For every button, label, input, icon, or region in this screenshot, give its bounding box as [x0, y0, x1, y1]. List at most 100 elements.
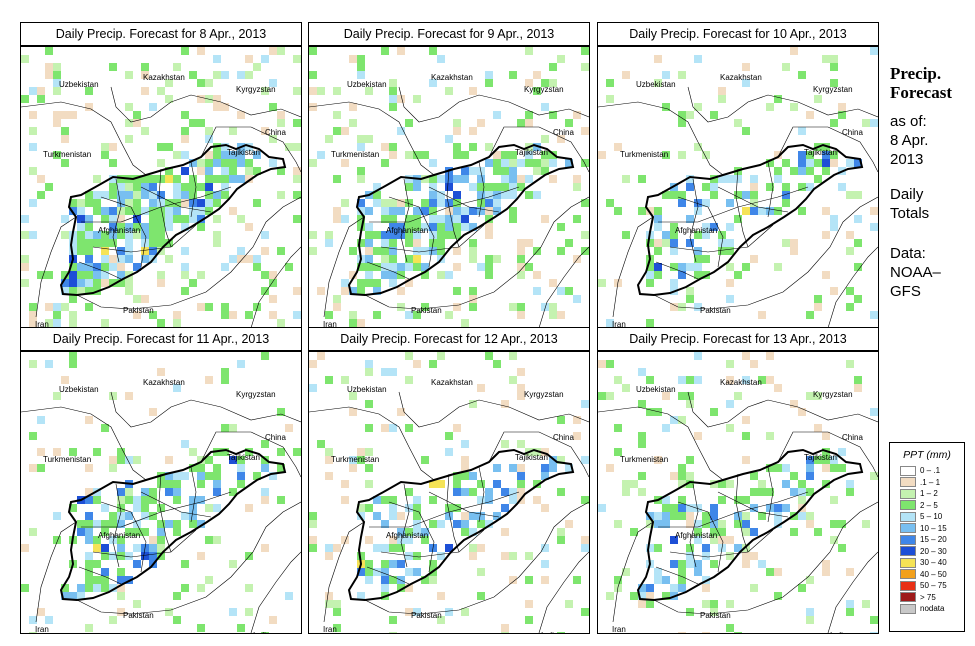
precip-cell — [117, 263, 125, 271]
precip-cell — [469, 295, 477, 303]
precip-cell — [109, 159, 117, 167]
precip-cell — [758, 512, 766, 520]
precip-cell — [397, 303, 405, 311]
precip-cell — [165, 456, 173, 464]
precip-cell — [686, 239, 694, 247]
precip-cell — [702, 255, 710, 263]
precip-cell — [477, 384, 485, 392]
precip-cell — [405, 263, 413, 271]
precip-cell — [678, 376, 686, 384]
precip-cell — [269, 616, 277, 624]
precip-cell — [165, 239, 173, 247]
precip-cell — [77, 279, 85, 287]
precip-cell — [373, 279, 381, 287]
precip-cell — [854, 191, 862, 199]
precip-cell — [117, 207, 125, 215]
precip-cell — [61, 376, 69, 384]
precip-cell — [37, 95, 45, 103]
precip-cell — [814, 392, 822, 400]
precip-cell — [437, 616, 445, 624]
precip-cell — [21, 255, 29, 263]
panel-title: Daily Precip. Forecast for 8 Apr., 2013 — [20, 22, 302, 46]
precip-cell — [726, 247, 734, 255]
precip-cell — [29, 143, 37, 151]
precip-cell — [581, 496, 589, 504]
precip-cell — [750, 191, 758, 199]
country-label: India — [830, 631, 848, 633]
precip-cell — [53, 63, 61, 71]
precip-cell — [581, 400, 589, 408]
precip-cell — [365, 279, 373, 287]
precip-cell — [213, 191, 221, 199]
legend-swatch — [900, 523, 916, 534]
precip-cell — [293, 287, 301, 295]
precip-cell — [581, 608, 589, 616]
precip-cell — [453, 207, 461, 215]
precip-cell — [37, 175, 45, 183]
country-label: Pakistan — [411, 306, 442, 315]
precip-cell — [101, 544, 109, 552]
precip-cell — [493, 480, 501, 488]
precip-cell — [349, 464, 357, 472]
precip-cell — [437, 215, 445, 223]
precip-cell — [125, 199, 133, 207]
precip-cell — [293, 143, 301, 151]
precip-cell — [517, 384, 525, 392]
precip-cell — [101, 424, 109, 432]
precip-cell — [389, 79, 397, 87]
precip-cell — [814, 528, 822, 536]
precip-cell — [253, 303, 261, 311]
precip-cell — [381, 215, 389, 223]
precip-cell — [870, 223, 878, 231]
precip-cell — [357, 456, 365, 464]
precip-cell — [541, 103, 549, 111]
precip-cell — [189, 199, 197, 207]
precip-cell — [381, 576, 389, 584]
as-of-line: 2013 — [890, 151, 924, 168]
precip-cell — [766, 159, 774, 167]
precip-cell — [806, 456, 814, 464]
precip-cell — [109, 143, 117, 151]
precip-cell — [157, 319, 165, 327]
precip-cell — [670, 512, 678, 520]
precip-cell — [213, 175, 221, 183]
precip-cell — [261, 271, 269, 279]
precip-cell — [261, 488, 269, 496]
precip-cell — [85, 255, 93, 263]
precip-cell — [854, 384, 862, 392]
precip-cell — [734, 512, 742, 520]
precip-cell — [702, 544, 710, 552]
precip-cell — [533, 287, 541, 295]
precip-cell — [678, 416, 686, 424]
precip-cell — [389, 536, 397, 544]
precip-cell — [437, 191, 445, 199]
precip-cell — [141, 63, 149, 71]
precip-cell — [822, 560, 830, 568]
precip-cell — [654, 568, 662, 576]
precip-cell — [245, 504, 253, 512]
precip-cell — [77, 592, 85, 600]
precip-cell — [213, 95, 221, 103]
precip-cell — [309, 71, 317, 79]
precip-cell — [29, 432, 37, 440]
precip-cell — [445, 432, 453, 440]
precip-cell — [245, 608, 253, 616]
precip-cell — [501, 400, 509, 408]
precip-cell — [477, 496, 485, 504]
data-source-line: NOAA– — [890, 264, 941, 281]
precip-cell — [229, 608, 237, 616]
precip-cell — [285, 592, 293, 600]
country-border — [110, 391, 301, 428]
precip-cell — [782, 504, 790, 512]
precip-cell — [678, 199, 686, 207]
precip-cell — [261, 544, 269, 552]
precip-cell — [237, 360, 245, 368]
precip-cell — [109, 536, 117, 544]
precip-cell — [557, 456, 565, 464]
precip-cell — [53, 512, 61, 520]
precip-cell — [573, 175, 581, 183]
precip-cell — [493, 360, 501, 368]
precip-cell — [798, 480, 806, 488]
precip-cell — [229, 175, 237, 183]
